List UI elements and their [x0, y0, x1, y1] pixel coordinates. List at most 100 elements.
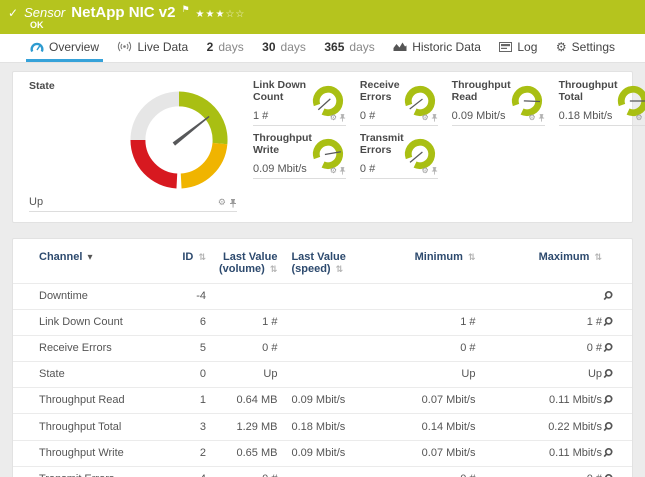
maximum-value: Up — [475, 362, 602, 388]
channel-settings-icon[interactable] — [602, 342, 614, 354]
channel-settings-icon[interactable] — [602, 394, 614, 406]
channel-name: Link Down Count — [13, 310, 162, 336]
channel-settings-icon[interactable] — [602, 473, 614, 477]
tab-label-unit: days — [281, 40, 306, 54]
tab-label-unit: days — [349, 40, 374, 54]
col-header-label: Last Value — [291, 251, 376, 263]
channel-settings-icon[interactable] — [602, 447, 614, 459]
table-row: Receive Errors 5 0 # 0 # 0 # — [13, 336, 632, 362]
priority-stars[interactable]: ★★★☆☆ — [196, 9, 246, 20]
last-value-speed — [277, 466, 376, 477]
tab-label-number: 2 — [207, 40, 214, 54]
pin-icon[interactable] — [339, 167, 346, 175]
tab-label: Log — [517, 40, 537, 54]
tab-365-days[interactable]: 365 days — [320, 34, 378, 62]
table-row: Throughput Read 1 0.64 MB 0.09 Mbit/s 0.… — [13, 388, 632, 414]
minimum-value — [377, 284, 476, 310]
col-header-id[interactable]: ID ⇅ — [162, 241, 206, 284]
tab-2-days[interactable]: 2 days — [203, 34, 248, 62]
gear-icon[interactable]: ⚙ — [422, 167, 429, 175]
col-header-label: (speed) — [291, 263, 330, 275]
log-icon — [499, 42, 512, 52]
col-header-maximum[interactable]: Maximum ⇅ — [475, 241, 602, 284]
tab-label: Overview — [49, 40, 99, 54]
gauge-segment-down — [138, 140, 177, 181]
last-value-volume: 1 # — [206, 310, 277, 336]
sort-desc-icon: ▾ — [87, 252, 92, 263]
pin-icon[interactable] — [431, 114, 438, 122]
tab-label: Historic Data — [412, 40, 481, 54]
gear-icon[interactable]: ⚙ — [330, 167, 337, 175]
sensor-header: ✓ Sensor NetApp NIC v2 ⚑ ★★★☆☆ OK — [0, 0, 645, 34]
maximum-value: 0.11 Mbit/s — [475, 440, 602, 466]
tab-label-number: 365 — [324, 40, 344, 54]
gauge-needle — [318, 99, 330, 110]
gauge-segment-warning — [181, 144, 220, 181]
last-value-volume: 0 # — [206, 466, 277, 477]
tab-log[interactable]: Log — [495, 34, 541, 62]
maximum-value: 0.11 Mbit/s — [475, 388, 602, 414]
gear-icon[interactable]: ⚙ — [422, 114, 429, 122]
channel-name: Receive Errors — [13, 336, 162, 362]
last-value-speed: 0.09 Mbit/s — [277, 440, 376, 466]
channel-settings-icon[interactable] — [602, 368, 614, 380]
tab-historic-data[interactable]: Historic Data — [389, 34, 485, 62]
stars-filled[interactable]: ★★★ — [196, 9, 226, 20]
stars-empty[interactable]: ☆☆ — [225, 9, 245, 20]
gear-icon[interactable]: ⚙ — [218, 199, 226, 208]
minimum-value: 1 # — [377, 310, 476, 336]
gauge-value: 0.18 Mbit/s — [559, 110, 613, 122]
channel-settings-icon[interactable] — [602, 421, 614, 433]
last-value-speed — [277, 310, 376, 336]
gear-icon[interactable]: ⚙ — [330, 114, 337, 122]
object-kind-label: Sensor — [24, 5, 65, 20]
flag-icon[interactable]: ⚑ — [181, 5, 189, 15]
minimum-value: 0 # — [377, 336, 476, 362]
table-row: Downtime -4 — [13, 284, 632, 310]
channel-id: 3 — [162, 414, 206, 440]
col-header-last-value-volume[interactable]: Last Value (volume) ⇅ — [206, 241, 277, 284]
tab-overview[interactable]: Overview — [26, 34, 103, 62]
sort-icon: ⇅ — [198, 253, 206, 263]
col-header-label: ID — [182, 251, 193, 263]
gauge-panel-throughput-total: Throughput Total 0.18 Mbit/s ⚙ — [559, 80, 645, 126]
status-ok-check-icon: ✓ — [8, 6, 18, 20]
live-data-icon — [117, 41, 132, 52]
maximum-value: 0 # — [475, 336, 602, 362]
last-value-speed — [277, 362, 376, 388]
minimum-value: 0 # — [377, 466, 476, 477]
channel-id: 0 — [162, 362, 206, 388]
channel-id: 6 — [162, 310, 206, 336]
channel-name: State — [13, 362, 162, 388]
state-gauge — [123, 84, 235, 196]
tab-live-data[interactable]: Live Data — [113, 34, 192, 62]
last-value-volume: 0 # — [206, 336, 277, 362]
last-value-volume: 0.65 MB — [206, 440, 277, 466]
col-header-last-value-speed[interactable]: Last Value (speed) ⇅ — [277, 241, 376, 284]
gear-icon[interactable]: ⚙ — [635, 114, 642, 122]
gauge-value: Up — [29, 196, 43, 208]
pin-icon[interactable] — [538, 114, 545, 122]
tab-bar: Overview Live Data 2 days 30 days 365 da… — [0, 34, 645, 63]
channel-name: Throughput Read — [13, 388, 162, 414]
last-value-speed: 0.18 Mbit/s — [277, 414, 376, 440]
gauge-panel-transmit-errors: Transmit Errors 0 # ⚙ — [360, 133, 438, 179]
tab-30-days[interactable]: 30 days — [258, 34, 310, 62]
channel-id: -4 — [162, 284, 206, 310]
gauge-panel-throughput-write: Throughput Write 0.09 Mbit/s ⚙ — [253, 133, 346, 179]
tab-label-unit: days — [218, 40, 243, 54]
pin-icon[interactable] — [339, 114, 346, 122]
channel-id: 2 — [162, 440, 206, 466]
col-header-channel[interactable]: Channel ▾ — [13, 241, 162, 284]
channel-settings-icon[interactable] — [602, 316, 614, 328]
pin-icon[interactable] — [431, 167, 438, 175]
pin-icon[interactable] — [229, 199, 237, 208]
gauge-needle — [173, 115, 211, 146]
tab-settings[interactable]: ⚙ Settings — [552, 34, 619, 62]
channel-name: Throughput Write — [13, 440, 162, 466]
channel-settings-icon[interactable] — [602, 290, 614, 302]
gear-icon[interactable]: ⚙ — [528, 114, 535, 122]
channel-id: 4 — [162, 466, 206, 477]
maximum-value: 0 # — [475, 466, 602, 477]
col-header-minimum[interactable]: Minimum ⇅ — [377, 241, 476, 284]
